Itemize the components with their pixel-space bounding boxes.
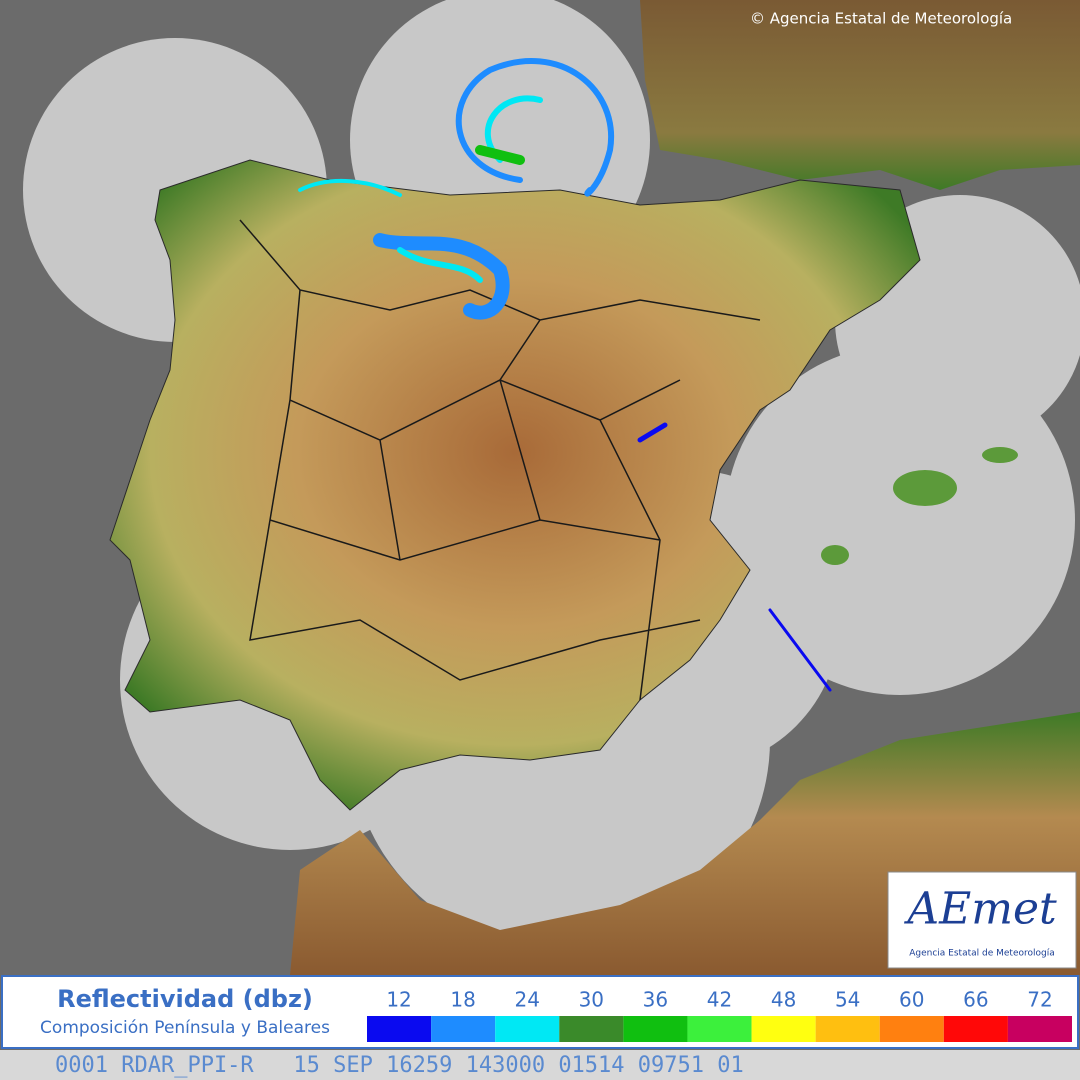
legend-swatch <box>495 1016 560 1042</box>
legend-level-label: 30 <box>579 988 604 1012</box>
logo-name: AEmet <box>903 884 1057 935</box>
legend-level-label: 60 <box>899 988 924 1012</box>
iberian-peninsula <box>109 159 921 811</box>
legend-level-label: 42 <box>707 988 732 1012</box>
island <box>893 470 957 506</box>
legend-swatch <box>687 1016 752 1042</box>
legend-swatch <box>623 1016 688 1042</box>
legend-swatch <box>559 1016 624 1042</box>
island <box>821 545 849 565</box>
legend-swatch <box>879 1016 944 1042</box>
legend-level-label: 48 <box>771 988 796 1012</box>
logo-subtitle: Agencia Estatal de Meteorología <box>909 949 1055 959</box>
legend-swatch <box>943 1016 1008 1042</box>
legend-swatch <box>367 1016 432 1042</box>
copyright: © Agencia Estatal de Meteorología <box>750 10 1012 28</box>
island <box>982 447 1018 463</box>
legend-level-label: 24 <box>515 988 540 1012</box>
africa <box>290 712 1080 975</box>
legend-title: Reflectividad (dbz) <box>57 985 313 1013</box>
echo <box>298 179 402 197</box>
legend-level-label: 54 <box>835 988 860 1012</box>
radar-echoes <box>298 58 832 692</box>
legend-scale: 12 18 24 30 36 42 48 54 60 66 72 <box>367 988 1072 1042</box>
legend-swatch <box>1007 1016 1072 1042</box>
legend-subtitle: Composición Península y Baleares <box>40 1018 330 1038</box>
echo <box>455 58 615 197</box>
legend-swatch <box>751 1016 816 1042</box>
footer-code: 0001 RDAR_PPI-R 15 SEP 16259 143000 0151… <box>55 1053 744 1078</box>
footer-bar <box>0 1050 1080 1080</box>
legend-level-label: 36 <box>643 988 668 1012</box>
legend-level-label: 72 <box>1027 988 1052 1012</box>
legend-swatch <box>815 1016 880 1042</box>
legend-swatch <box>431 1016 496 1042</box>
balearic-islands <box>821 447 1018 565</box>
echo <box>373 233 510 320</box>
legend-level-label: 12 <box>386 988 411 1012</box>
echo <box>397 247 483 283</box>
legend-level-label: 66 <box>963 988 988 1012</box>
province-borders <box>239 219 761 701</box>
echo <box>768 608 832 692</box>
echo <box>637 422 668 443</box>
echo <box>475 145 525 165</box>
logo-box <box>887 871 1077 969</box>
france <box>640 0 1080 190</box>
legend-level-label: 18 <box>450 988 475 1012</box>
